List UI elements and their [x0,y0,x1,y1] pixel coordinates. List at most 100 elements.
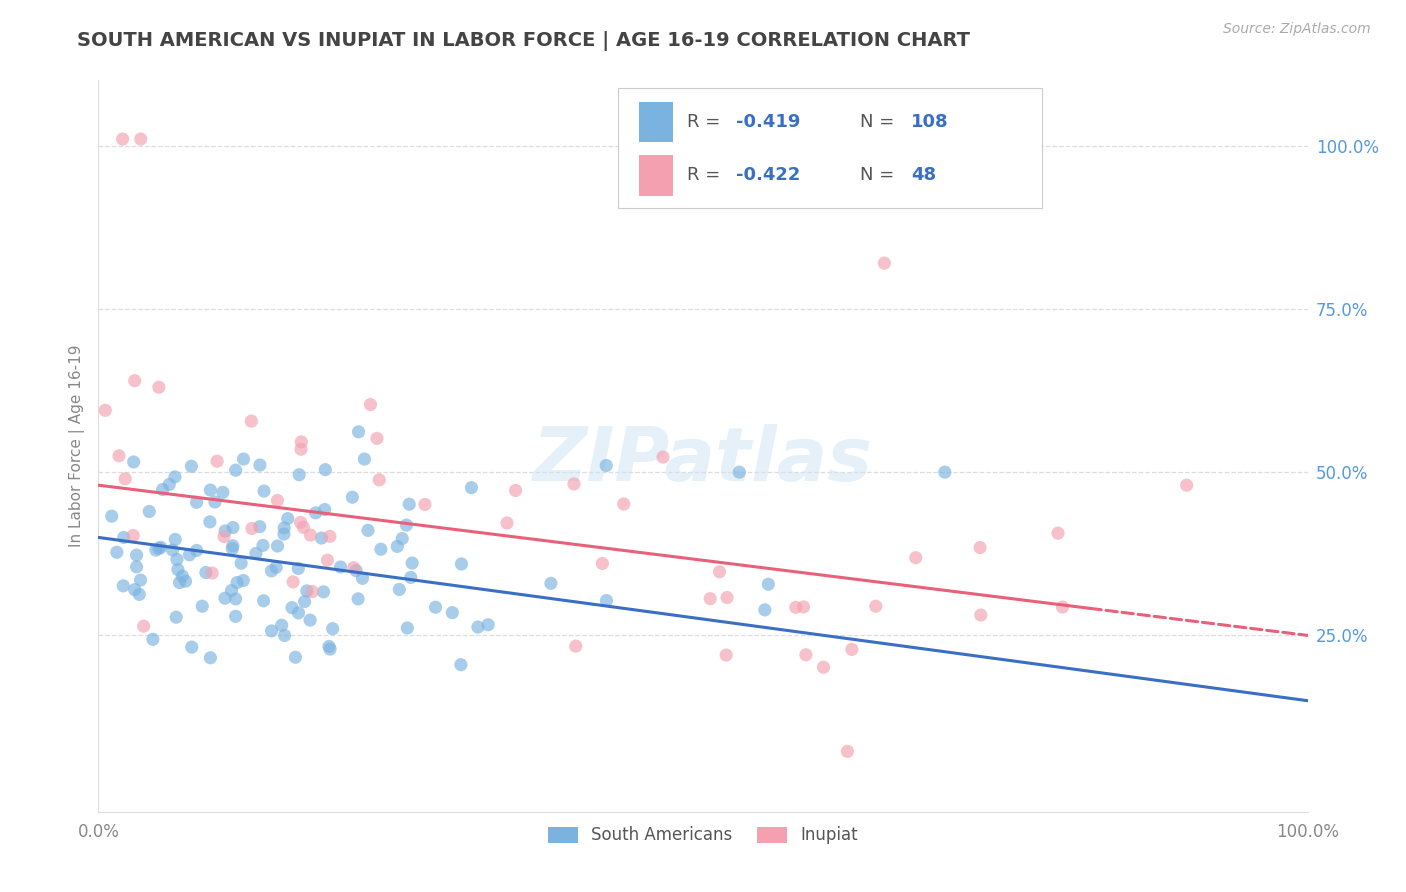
Point [287,561,309,575]
FancyBboxPatch shape [619,87,1042,209]
Point [273,527,295,541]
Bar [638,155,673,195]
Point [260,624,283,638]
Point [284,650,307,665]
Point [179,548,201,562]
Text: R =: R = [688,166,727,184]
Point [186,543,208,558]
Point [294,594,316,608]
Point [391,532,413,546]
Point [311,531,333,545]
Point [396,621,419,635]
Point [112,531,135,545]
Point [162,543,184,558]
Point [460,481,482,495]
Point [395,518,418,533]
Point [360,398,382,412]
Point [318,640,340,654]
Point [165,610,187,624]
Point [94,403,117,417]
Point [222,539,245,553]
Point [205,454,228,468]
Point [240,521,263,535]
Point [194,566,217,580]
Point [281,600,304,615]
Point [1175,478,1198,492]
Point [441,606,464,620]
Point [200,483,222,497]
Point [399,570,422,584]
Legend: South Americans, Inupiat: South Americans, Inupiat [541,820,865,851]
Point [343,560,366,574]
Point [165,533,187,547]
Point [716,591,738,605]
Point [201,566,224,580]
Point [122,455,145,469]
Point [299,613,322,627]
Point [226,575,249,590]
Point [316,553,339,567]
Text: N =: N = [860,166,900,184]
Point [169,575,191,590]
Point [214,591,236,606]
Point [249,458,271,472]
Point [273,521,295,535]
Point [148,380,170,394]
Text: N =: N = [860,113,900,131]
Point [108,449,131,463]
Point [232,574,254,588]
Point [865,599,887,614]
Point [595,458,617,473]
Point [401,556,423,570]
Point [142,632,165,647]
Point [260,564,283,578]
Point [353,452,375,467]
Point [388,582,411,597]
Point [368,473,391,487]
Point [253,484,276,499]
Point [174,574,197,589]
Point [214,524,236,538]
Point [319,529,342,543]
Point [211,485,233,500]
Point [212,529,235,543]
Point [290,442,312,457]
Point [387,540,409,554]
Point [138,504,160,518]
Point [319,642,342,657]
Point [290,516,312,530]
Point [314,502,336,516]
Point [562,477,585,491]
Point [124,582,146,597]
Point [225,609,247,624]
Point [970,607,993,622]
Point [347,591,370,606]
Point [105,545,128,559]
Point [595,593,617,607]
Point [794,648,817,662]
Point [709,565,731,579]
Point [222,520,245,534]
Point [225,463,247,477]
Point [1046,526,1069,541]
Point [221,583,243,598]
Point [252,538,274,552]
Point [132,619,155,633]
Bar [638,102,673,142]
Point [347,425,370,439]
Text: 48: 48 [911,166,936,184]
Point [756,577,779,591]
Point [299,528,322,542]
Point [837,744,859,758]
Point [245,546,267,560]
Point [314,462,336,476]
Text: R =: R = [688,113,727,131]
Point [287,606,309,620]
Point [200,650,222,665]
Point [148,541,170,556]
Point [591,557,613,571]
Point [413,498,436,512]
Point [613,497,636,511]
Point [714,648,737,662]
Point [129,132,152,146]
